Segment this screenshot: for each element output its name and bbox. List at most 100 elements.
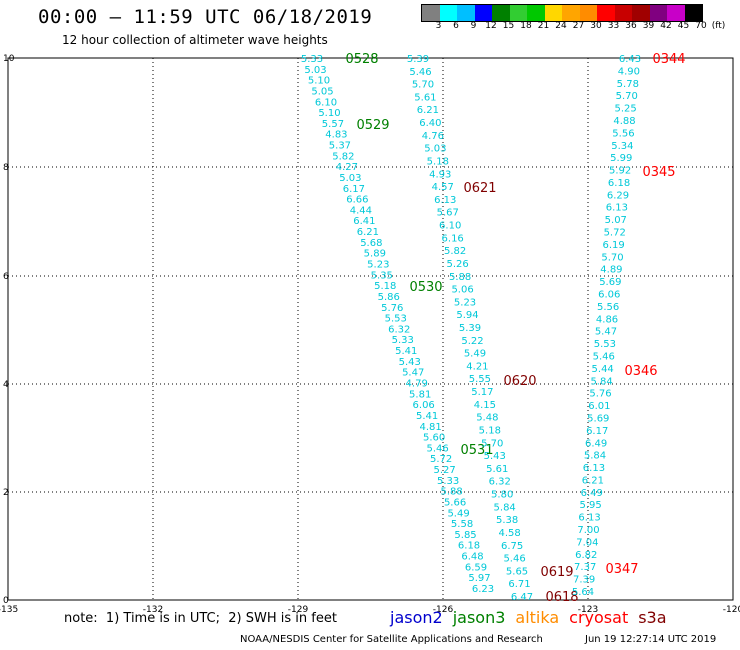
wave-height-label: 7.37: [574, 562, 596, 573]
wave-height-label: 5.86: [378, 292, 400, 303]
footer-credit: NOAA/NESDIS Center for Satellite Applica…: [240, 634, 543, 645]
y-tick-label: 8: [3, 163, 9, 173]
wave-height-label: 4.21: [466, 361, 488, 372]
note-text: note: 1) Time is in UTC; 2) SWH is in fe…: [64, 611, 337, 626]
wave-height-label: 6.32: [489, 477, 511, 488]
wave-height-label: 5.84: [584, 451, 606, 462]
pass-time-label: 0529: [356, 118, 389, 133]
wave-height-label: 5.70: [412, 80, 434, 91]
wave-height-label: 6.40: [419, 118, 441, 129]
color-scale-label: 24: [555, 21, 567, 31]
wave-height-label: 5.49: [447, 508, 469, 519]
color-swatch: [544, 5, 562, 21]
legend-item: jason2: [390, 608, 443, 627]
wave-height-label: 4.76: [422, 131, 444, 142]
wave-height-label: 5.70: [601, 252, 623, 263]
wave-height-label: 5.60: [423, 433, 445, 444]
color-scale-label: 12: [485, 21, 497, 31]
wave-height-label: 5.47: [595, 327, 617, 338]
wave-height-label: 6.06: [413, 400, 435, 411]
wave-height-label: 5.69: [599, 277, 621, 288]
color-scale-labels: 3 6 9 12 15 18 21 24 27 30 33 36 39 42 45 70 (ft): [421, 21, 731, 33]
color-swatch: [492, 5, 510, 21]
wave-height-label: 5.99: [610, 153, 632, 164]
wave-height-label: 5.82: [444, 246, 466, 257]
wave-height-label: 6.59: [465, 562, 487, 573]
wave-height-label: 4.88: [613, 116, 635, 127]
wave-height-label: 6.66: [346, 195, 368, 206]
wave-height-label: 5.57: [322, 119, 344, 130]
wave-height-label: 5.03: [339, 173, 361, 184]
pass-time-label: 0618: [545, 590, 578, 605]
wave-height-label: 6.01: [588, 401, 610, 412]
wave-height-label: 5.88: [440, 487, 462, 498]
wave-height-label: 5.80: [491, 490, 513, 501]
wave-height-label: 6.29: [607, 190, 629, 201]
wave-height-label: 5.58: [451, 519, 473, 530]
wave-height-label: 5.82: [332, 151, 354, 162]
color-swatch: [649, 5, 667, 21]
wave-height-label: 6.32: [388, 324, 410, 335]
x-tick-label: -126: [433, 605, 454, 615]
wave-height-label: 5.03: [424, 144, 446, 155]
wave-height-label: 5.23: [454, 297, 476, 308]
wave-height-label: 5.85: [454, 530, 476, 541]
wave-height-label: 5.70: [616, 91, 638, 102]
legend-item: cryosat: [569, 608, 629, 627]
color-swatch: [474, 5, 492, 21]
wave-height-label: 5.41: [416, 411, 438, 422]
wave-height-label: 5.89: [364, 249, 386, 260]
wave-height-label: 5.18: [374, 281, 396, 292]
wave-height-label: 5.69: [587, 413, 609, 424]
wave-height-label: 6.41: [353, 216, 375, 227]
color-swatch: [684, 5, 702, 21]
wave-height-label: 5.94: [456, 310, 478, 321]
color-swatch: [632, 5, 650, 21]
x-tick-label: -129: [288, 605, 309, 615]
wave-height-label: 5.26: [446, 259, 468, 270]
page-subtitle: 12 hour collection of altimeter wave hei…: [62, 33, 328, 47]
wave-height-label: 5.64: [572, 587, 594, 598]
legend-item: s3a: [638, 608, 667, 627]
y-tick-label: 4: [3, 380, 9, 390]
wave-height-label: 7.39: [573, 575, 595, 586]
wave-height-label: 6.71: [508, 579, 530, 590]
wave-height-label: 6.18: [458, 541, 480, 552]
wave-height-label: 6.10: [439, 221, 461, 232]
wave-height-label: 5.33: [301, 54, 323, 65]
color-scale-label: (ft): [711, 21, 726, 31]
wave-height-label: 5.97: [468, 573, 490, 584]
wave-height-label: 6.13: [606, 203, 628, 214]
legend-item: altika: [515, 608, 560, 627]
wave-height-label: 5.78: [617, 79, 639, 90]
wave-height-label: 5.38: [496, 515, 518, 526]
wave-height-label: 4.57: [432, 182, 454, 193]
wave-height-label: 5.25: [614, 104, 636, 115]
wave-height-label: 5.95: [580, 500, 602, 511]
wave-height-label: 5.18: [427, 156, 449, 167]
wave-height-label: 6.47: [511, 592, 533, 603]
pass-time-label: 0620: [503, 374, 536, 389]
y-tick-label: 0: [3, 596, 9, 606]
wave-height-label: 5.72: [430, 454, 452, 465]
wave-height-label: 5.47: [402, 368, 424, 379]
wave-height-label: 5.33: [437, 476, 459, 487]
wave-height-label: 5.68: [360, 238, 382, 249]
footer-timestamp: Jun 19 12:27:14 UTC 2019: [585, 634, 717, 645]
wave-height-label: 6.21: [417, 105, 439, 116]
page-title: 00:00 – 11:59 UTC 06/18/2019: [38, 6, 373, 28]
wave-height-label: 6.19: [602, 240, 624, 251]
color-scale-label: 30: [590, 21, 602, 31]
wave-height-label: 4.81: [420, 422, 442, 433]
color-swatch: [457, 5, 475, 21]
wave-height-label: 6.49: [581, 488, 603, 499]
wave-height-label: 5.27: [433, 465, 455, 476]
wave-height-label: 6.17: [586, 426, 608, 437]
pass-time-label: 0345: [642, 165, 675, 180]
wave-height-label: 5.66: [444, 497, 466, 508]
legend-item: jason3: [452, 608, 506, 627]
wave-height-label: 5.10: [318, 108, 340, 119]
color-scale-label: 15: [502, 21, 515, 31]
y-tick-label: 2: [3, 488, 9, 498]
